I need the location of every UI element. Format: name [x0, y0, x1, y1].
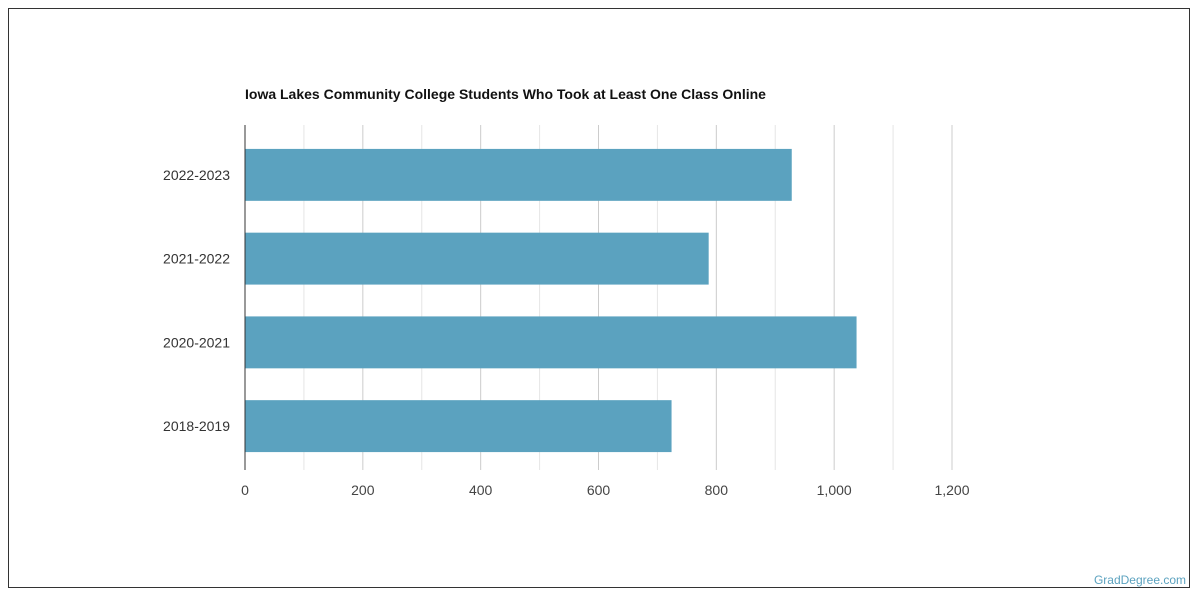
x-tick-label: 0: [241, 482, 249, 498]
x-tick-label: 1,200: [934, 482, 969, 498]
bar: [245, 148, 792, 201]
y-category-label: 2020-2021: [163, 334, 230, 350]
chart-title: Iowa Lakes Community College Students Wh…: [245, 86, 766, 102]
x-tick-label: 200: [351, 482, 375, 498]
y-category-label: 2021-2022: [163, 251, 230, 267]
brand-link[interactable]: GradDegree.com: [1093, 573, 1186, 587]
y-category-label: 2018-2019: [163, 418, 230, 434]
bar: [245, 232, 709, 285]
x-tick-label: 1,000: [817, 482, 852, 498]
bar: [245, 316, 857, 369]
x-tick-label: 400: [469, 482, 493, 498]
bar: [245, 400, 672, 453]
y-category-label: 2022-2023: [163, 167, 230, 183]
chart-frame: [8, 8, 1190, 588]
x-tick-label: 600: [587, 482, 611, 498]
x-tick-label: 800: [705, 482, 729, 498]
